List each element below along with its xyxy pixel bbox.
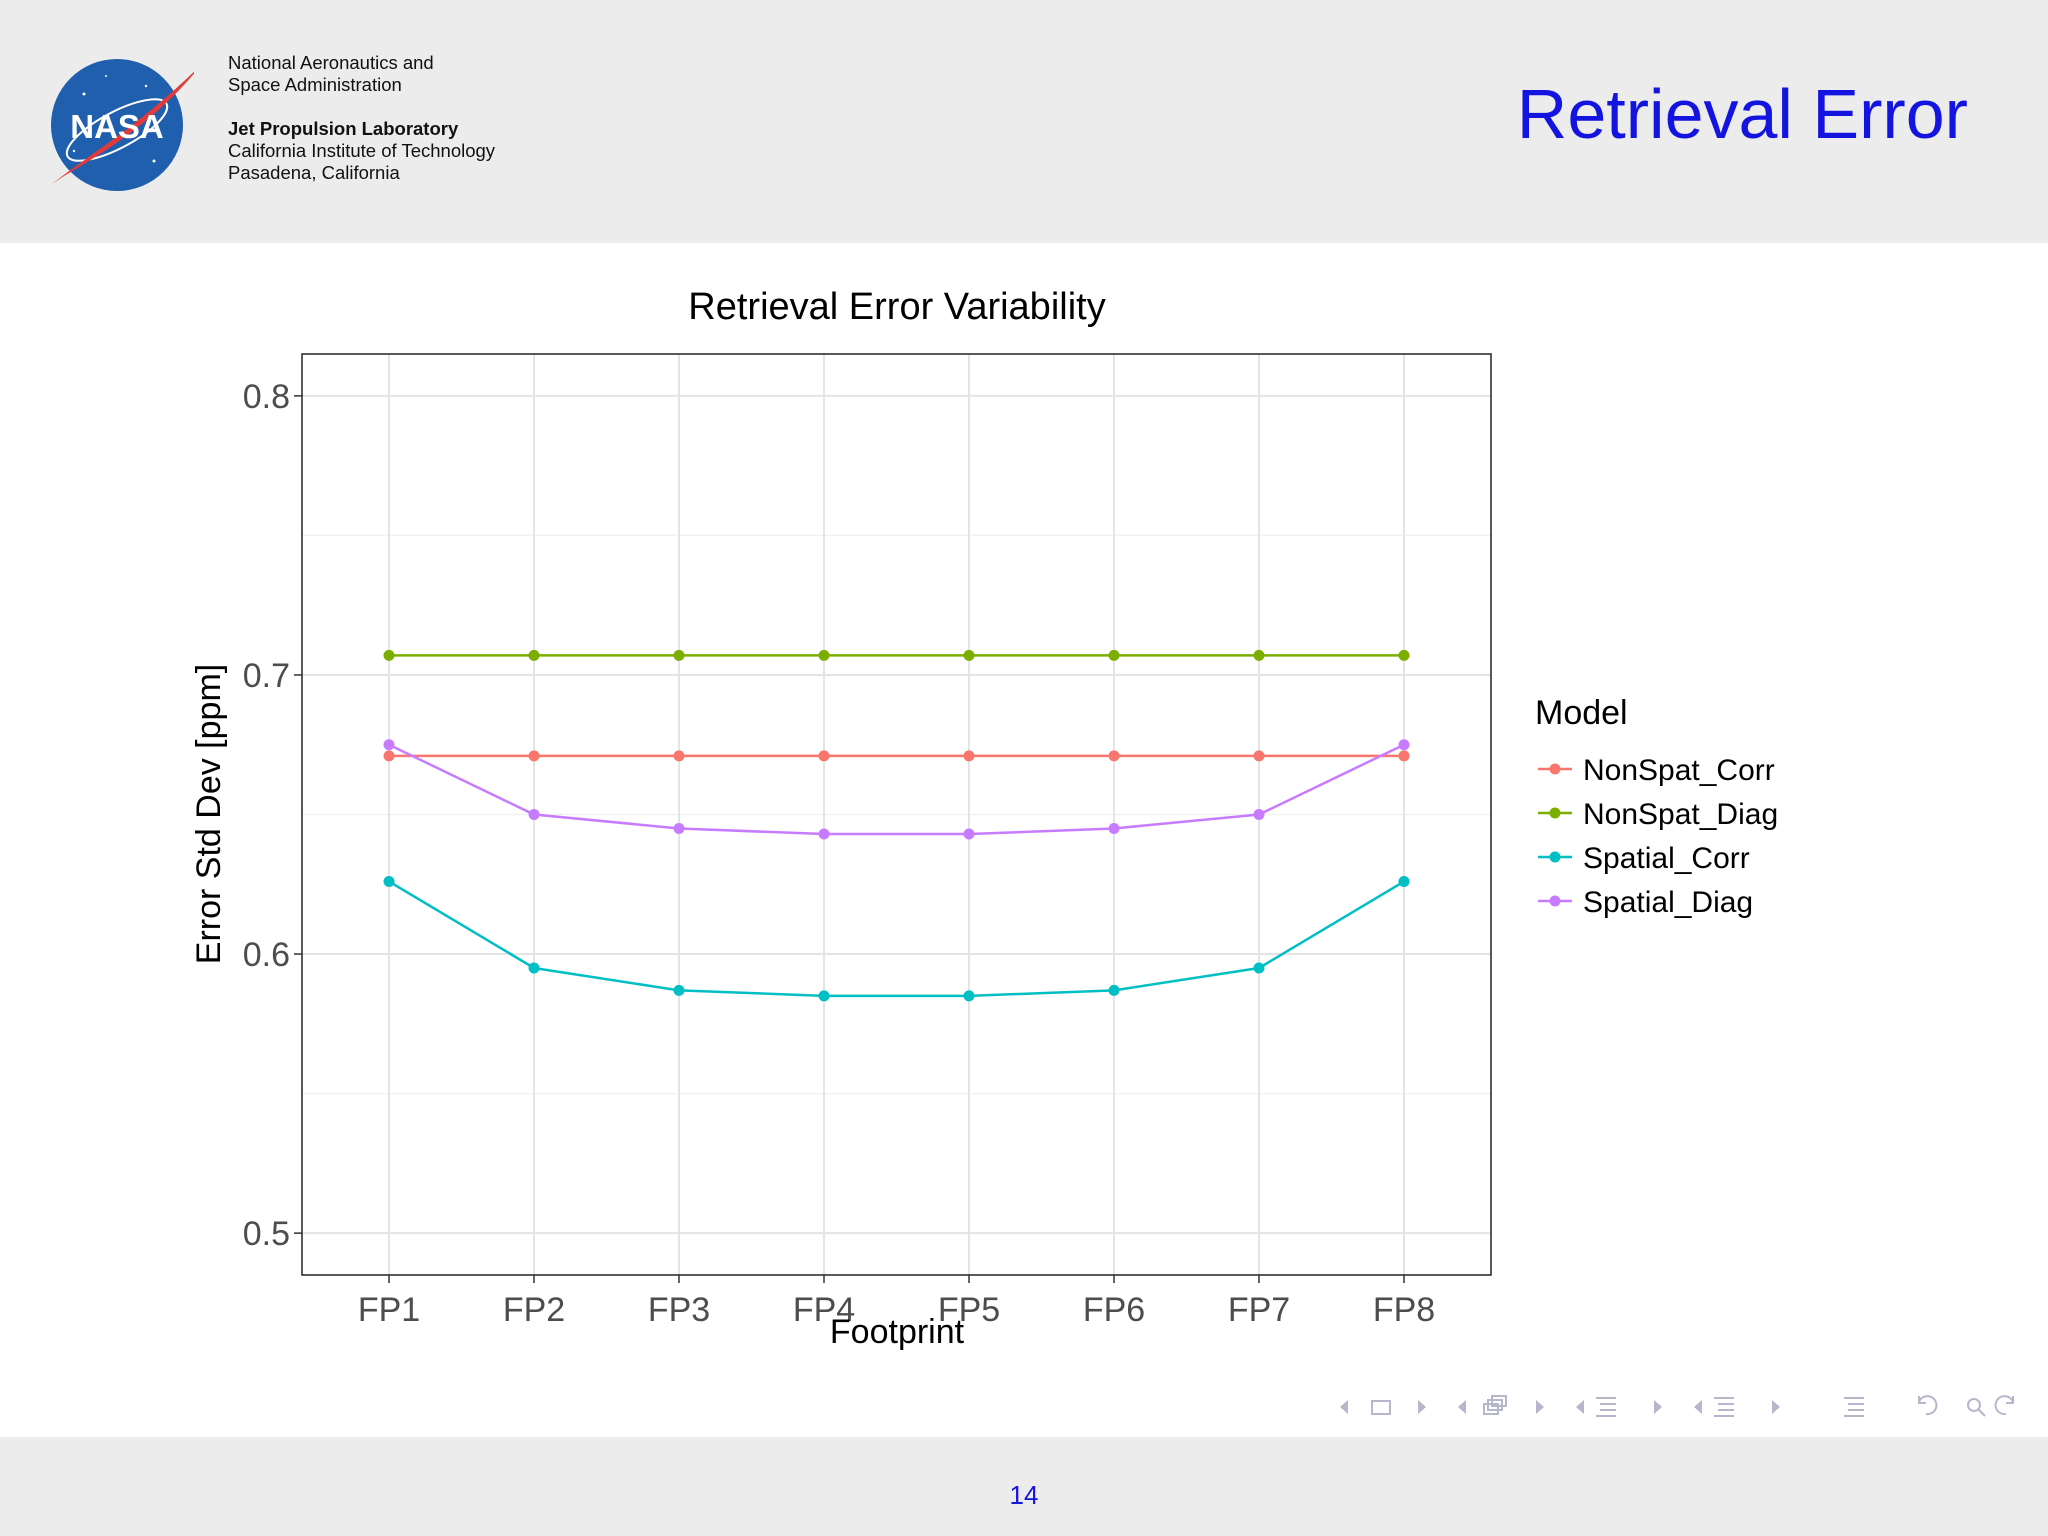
data-point [1398,649,1410,661]
series-spatial-corr [383,875,1410,1002]
x-tick-label: FP4 [793,1291,855,1329]
data-point [818,649,830,661]
organization-info: National Aeronautics and Space Administr… [228,52,495,184]
section-icon[interactable] [1714,1397,1734,1417]
data-point [528,750,540,762]
series-nonspat-diag [383,649,1410,661]
slide-title: Retrieval Error [1516,75,1968,153]
legend-key-point [1549,763,1561,775]
legend-key-point [1549,851,1561,863]
frame-icon[interactable] [1371,1400,1391,1415]
legend-key-point [1549,807,1561,819]
x-tick-label: FP6 [1083,1291,1145,1329]
x-tick-label: FP5 [938,1291,1000,1329]
section-icon[interactable] [1596,1397,1616,1417]
data-point [673,750,685,762]
data-point [1398,875,1410,887]
chart-title: Retrieval Error Variability [688,286,1105,328]
nasa-logo: NASA [44,56,202,201]
data-point [1108,822,1120,834]
x-axis-label: Footprint [830,1313,965,1351]
slide-footer [0,1437,2048,1536]
arrow-right-icon[interactable] [1418,1400,1426,1414]
legend-label: Spatial_Diag [1583,886,1753,919]
data-point [1108,750,1120,762]
data-point [1253,962,1265,974]
y-axis-label: Error Std Dev [ppm] [190,664,228,964]
search-icon[interactable] [1967,1398,1986,1417]
data-point [1253,649,1265,661]
beamer-navigation-bar [1330,1392,2030,1422]
arrow-left-icon[interactable] [1340,1400,1348,1414]
legend: Model NonSpat_Corr NonSpat_Diag Spatial_Co… [1535,694,1778,919]
series-line [388,743,1405,836]
line-chart: Retrieval Error Variability 0.5 0.6 0.7 0.8… [190,286,1778,1351]
data-point [528,962,540,974]
undo-icon[interactable] [1918,1395,1938,1416]
arrow-right-icon[interactable] [1536,1400,1544,1414]
series-spatial-diag [383,739,1410,840]
data-point [1398,750,1410,762]
data-point [383,739,395,751]
y-tick-label: 0.8 [243,378,290,416]
arrow-left-icon[interactable] [1458,1400,1466,1414]
data-point [1253,750,1265,762]
data-point [1108,984,1120,996]
org-line-2: Space Administration [228,74,402,95]
x-tick-label: FP7 [1228,1291,1290,1329]
data-point [383,875,395,887]
data-point [673,984,685,996]
data-point [963,828,975,840]
x-tick-label: FP8 [1373,1291,1435,1329]
slide-header [0,0,2048,243]
legend-title: Model [1535,694,1628,732]
org-line-1: National Aeronautics and [228,52,434,73]
x-tick-label: FP2 [503,1291,565,1329]
y-tick-label: 0.6 [243,936,290,974]
legend-label: NonSpat_Diag [1583,798,1778,831]
subsection-icon[interactable] [1483,1395,1507,1415]
legend-item: Spatial_Diag [1538,886,1753,919]
data-point [528,649,540,661]
legend-item: NonSpat_Diag [1538,798,1778,831]
data-point [383,649,395,661]
series-line [388,880,1405,998]
x-tick-label: FP3 [648,1291,710,1329]
data-point [818,750,830,762]
arrow-left-icon[interactable] [1694,1400,1702,1414]
y-tick-label: 0.5 [243,1215,290,1253]
data-point [383,750,395,762]
align-icon[interactable] [1844,1397,1864,1417]
legend-label: Spatial_Corr [1583,842,1750,875]
arrow-left-icon[interactable] [1576,1400,1584,1414]
x-tick-label: FP1 [358,1291,420,1329]
series-nonspat-corr [383,750,1410,762]
page-number: 14 [1009,1480,1039,1510]
data-point [673,822,685,834]
redo-icon[interactable] [1994,1395,2014,1416]
data-point [1253,809,1265,820]
legend-item: NonSpat_Corr [1538,754,1775,787]
data-point [673,649,685,661]
legend-label: NonSpat_Corr [1583,754,1775,787]
data-point [818,990,830,1002]
data-point [963,990,975,1002]
data-point [818,828,830,840]
lab-line-3: Pasadena, California [228,162,400,183]
data-point [963,750,975,762]
plot-panel-border [301,353,1492,1276]
lab-name: Jet Propulsion Laboratory [228,118,459,139]
legend-key-point [1549,895,1561,907]
lab-line-2: California Institute of Technology [228,140,496,161]
data-point [528,809,540,820]
data-point [1398,739,1410,751]
data-point [963,649,975,661]
arrow-right-icon[interactable] [1772,1400,1780,1414]
logo-text: NASA [70,108,164,145]
legend-item: Spatial_Corr [1538,842,1750,875]
arrow-right-icon[interactable] [1654,1400,1662,1414]
y-tick-label: 0.7 [243,657,290,695]
data-point [1108,649,1120,661]
